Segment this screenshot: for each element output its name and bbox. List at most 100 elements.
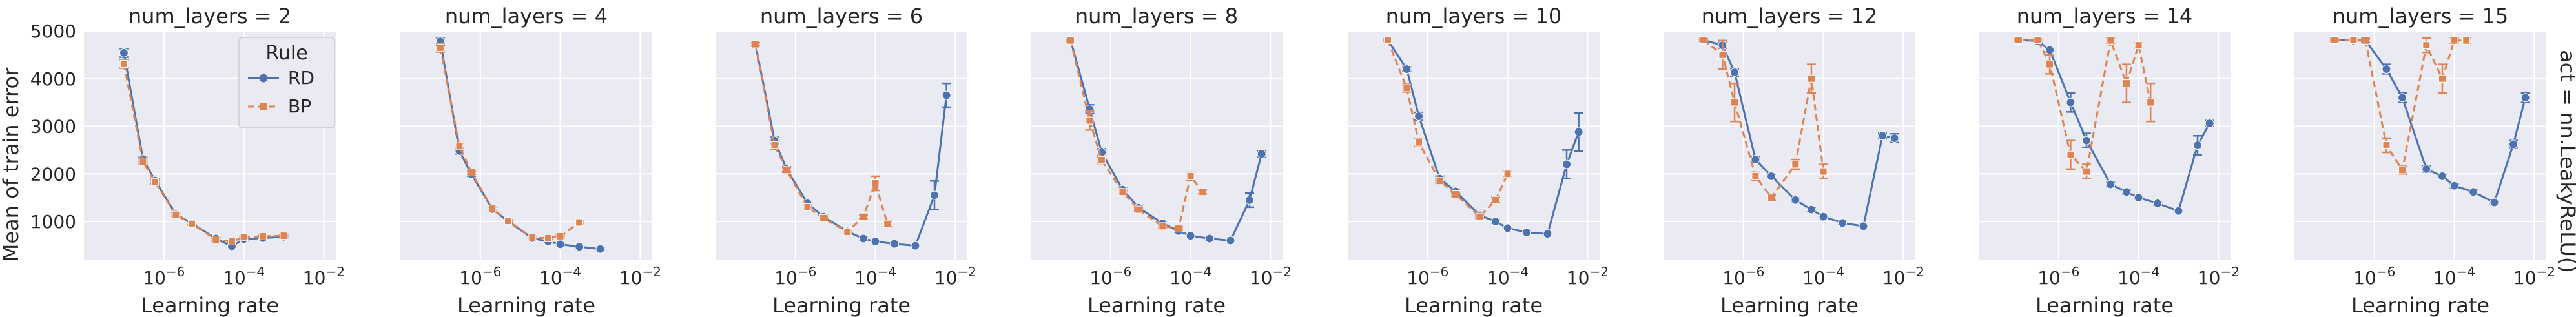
data-point	[2153, 198, 2163, 208]
data-point	[858, 234, 868, 243]
data-point	[783, 166, 791, 174]
x-tick-label: 10−6	[143, 264, 185, 289]
panel-6: num_layers = 12 10−6 10−4 10−2 Learning rate	[1664, 4, 1924, 317]
data-point	[436, 43, 444, 52]
panel-title: num_layers = 2	[129, 4, 291, 28]
data-point	[1186, 231, 1195, 241]
data-point	[1819, 212, 1828, 221]
data-point	[2193, 141, 2203, 150]
data-point	[1159, 222, 1167, 230]
data-point	[930, 190, 940, 200]
data-point	[2437, 171, 2447, 181]
series-bp	[1383, 36, 1512, 221]
data-point	[843, 228, 852, 236]
x-tick-label: 10−6	[2037, 264, 2079, 289]
data-point	[2422, 164, 2431, 174]
data-point	[528, 234, 537, 242]
plot-area	[2294, 31, 2546, 260]
legend-label: BP	[288, 96, 311, 117]
data-point	[212, 236, 220, 244]
series-bp	[435, 42, 584, 242]
panel-5: num_layers = 10 10−6 10−4 10−2 Learning rate	[1348, 4, 1609, 317]
data-point	[1414, 112, 1424, 121]
plot-area	[1664, 31, 1915, 260]
x-tick-label: 10−6	[1089, 264, 1131, 289]
data-point	[1205, 234, 1215, 243]
data-point	[883, 220, 892, 228]
data-point	[2382, 65, 2391, 74]
data-point	[2107, 36, 2115, 45]
data-point	[1383, 36, 1392, 45]
data-point	[1452, 190, 1460, 198]
data-point	[819, 214, 828, 222]
x-axis-label: Learning rate	[1405, 293, 1543, 317]
data-point	[595, 244, 605, 254]
data-point	[751, 40, 759, 48]
legend-title: Rule	[265, 42, 307, 65]
data-point	[1490, 217, 1500, 226]
data-point	[227, 237, 236, 245]
series-bp	[1698, 36, 1828, 202]
data-point	[1890, 133, 1899, 143]
legend-entry-rd: RD	[248, 67, 314, 88]
series-bp	[1066, 36, 1208, 233]
data-point	[1118, 188, 1127, 196]
x-tick-label: 10−6	[1406, 264, 1448, 289]
data-point	[2147, 98, 2155, 107]
data-point	[1767, 171, 1777, 181]
data-point	[2066, 97, 2076, 107]
x-tick-label: 10−6	[1722, 264, 1764, 289]
x-axis-label: Learning rate	[141, 293, 279, 317]
x-tick-label: 10−2	[2198, 264, 2240, 289]
data-point	[2422, 41, 2431, 50]
data-point	[240, 233, 248, 241]
data-point	[2045, 45, 2055, 55]
x-axis-label: Learning rate	[2351, 293, 2489, 317]
series-line-rd	[439, 41, 601, 251]
series-rd	[1698, 36, 1899, 231]
x-tick-label: 10−2	[1250, 264, 1292, 289]
data-point	[2082, 136, 2092, 145]
data-point	[2134, 41, 2143, 50]
x-axis-label: Learning rate	[2035, 293, 2174, 317]
row-label: act = nn.LeakyReLU()	[2555, 50, 2576, 273]
data-point	[2330, 36, 2338, 45]
x-tick-label: 10−2	[1882, 264, 1924, 289]
x-tick-label: 10−4	[2117, 264, 2159, 289]
data-point	[871, 179, 880, 187]
panel-2: num_layers = 4 10−6 10−4 10−2 Learning rate	[400, 4, 661, 317]
data-point	[544, 234, 552, 242]
panel-title: num_layers = 10	[1386, 4, 1562, 28]
data-point	[504, 217, 513, 225]
data-point	[2046, 60, 2054, 68]
data-point	[1098, 156, 1106, 164]
data-point	[2362, 36, 2370, 45]
x-tick-label: 10−4	[1487, 264, 1529, 289]
data-point	[2205, 119, 2214, 128]
data-point	[488, 205, 497, 213]
data-point	[1522, 227, 1532, 237]
data-point	[1838, 218, 1848, 228]
data-point	[1718, 50, 1727, 59]
y-tick-label: 3000	[30, 116, 76, 138]
x-tick-label: 10−4	[539, 264, 581, 289]
data-point	[1806, 205, 1816, 214]
data-point	[1403, 84, 1411, 92]
data-point	[1791, 195, 1800, 205]
series-bp	[119, 59, 289, 245]
x-tick-label: 10−4	[2433, 264, 2475, 289]
panel-title: num_layers = 4	[445, 4, 608, 28]
data-point	[575, 242, 584, 252]
series-bp	[2329, 36, 2471, 175]
data-point	[1415, 138, 1423, 147]
data-point	[1226, 236, 1235, 245]
series-line-rd	[1386, 39, 1580, 235]
data-point	[1503, 223, 1512, 233]
data-point	[1503, 170, 1512, 178]
data-point	[1066, 36, 1075, 45]
x-tick-label: 10−6	[774, 264, 816, 289]
data-point	[1751, 155, 1760, 165]
panel-title: num_layers = 14	[2017, 4, 2193, 28]
